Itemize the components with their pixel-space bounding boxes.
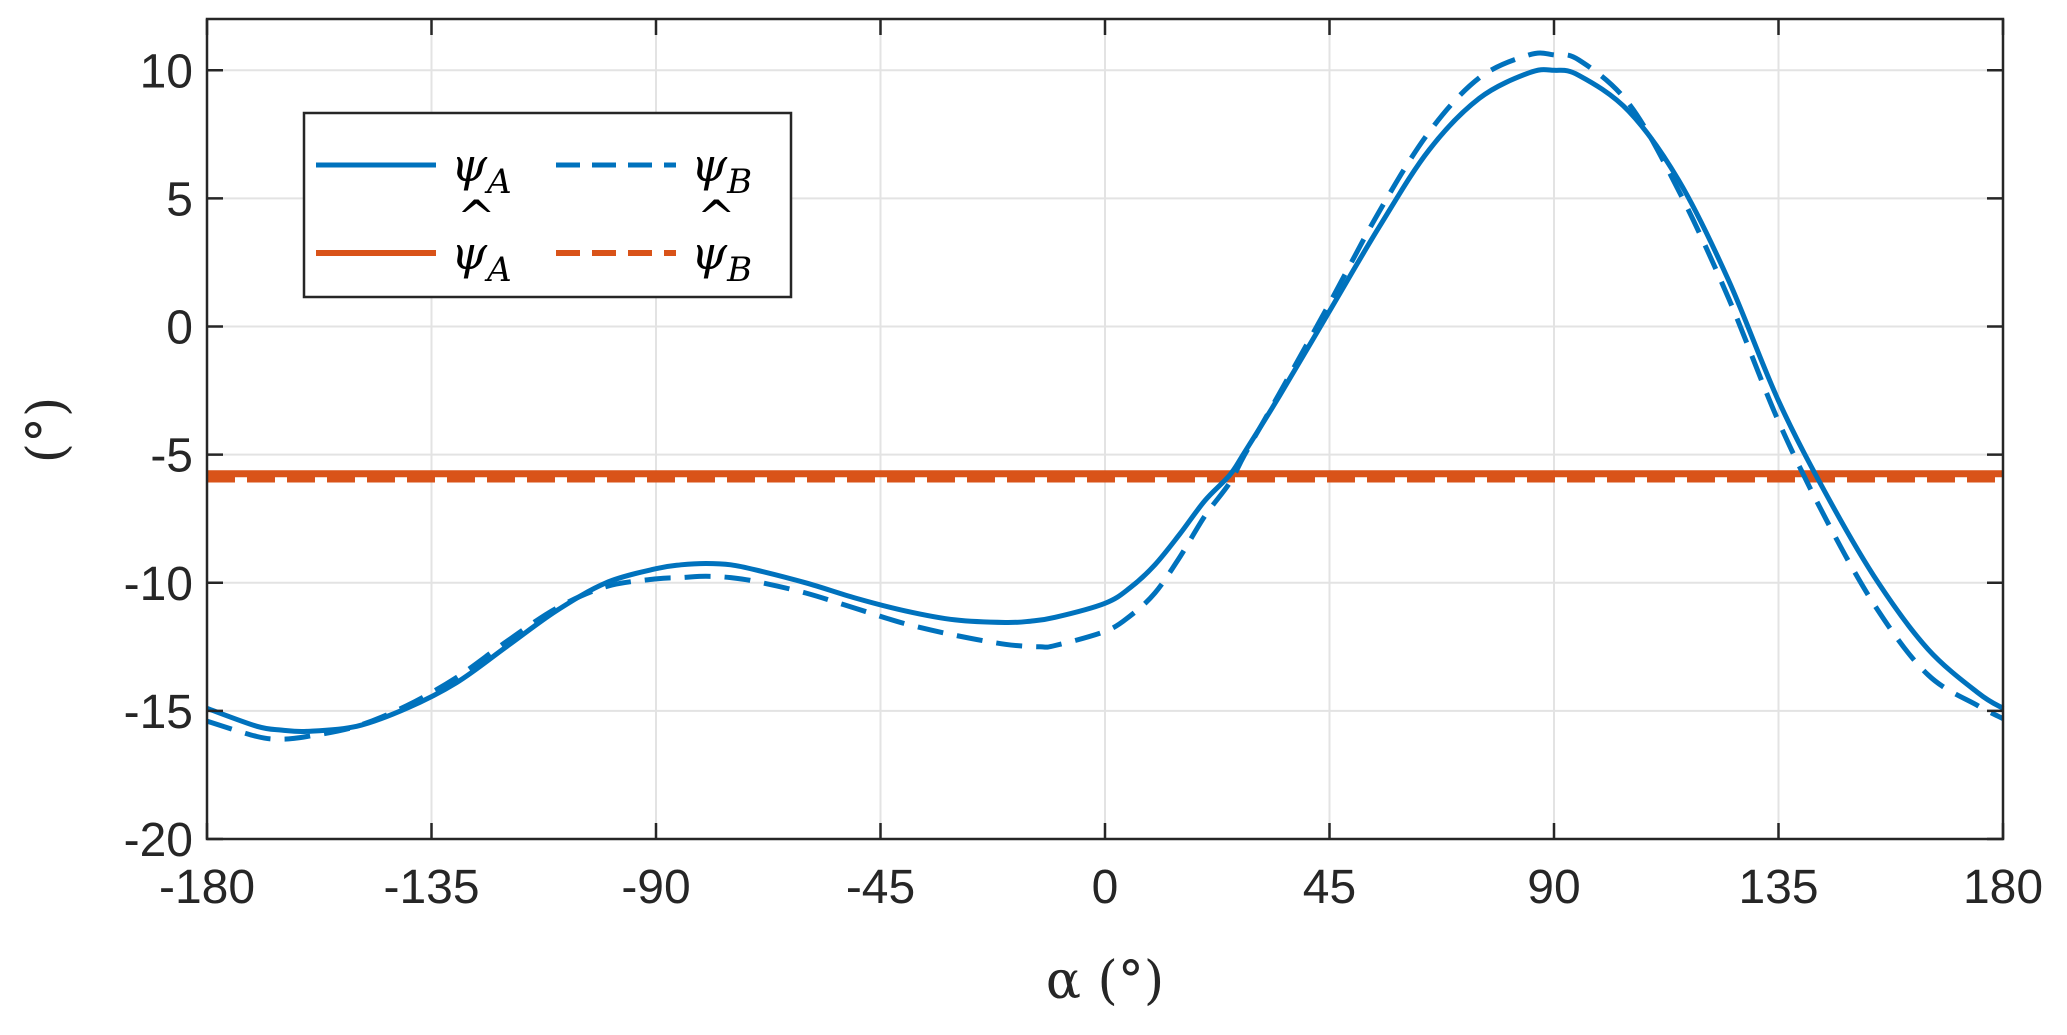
y-axis-label: (°) xyxy=(17,397,77,464)
y-tick-label: 5 xyxy=(166,173,193,226)
y-tick-label: 0 xyxy=(166,302,193,355)
legend-entry: ψA^ xyxy=(316,190,512,290)
legend-entry: ψB xyxy=(556,138,752,202)
x-tick-label: 180 xyxy=(1963,861,2043,914)
legend-box xyxy=(302,111,793,299)
x-tick-label: 45 xyxy=(1303,861,1356,914)
y-axis-ticks: -20 -15 -10 -5 0 5 10 xyxy=(124,45,2003,867)
y-tick-label: 10 xyxy=(140,45,193,98)
x-tick-label: -135 xyxy=(383,861,479,914)
x-tick-label: -180 xyxy=(159,861,255,914)
plot-series xyxy=(206,50,2005,742)
x-tick-label: -90 xyxy=(621,861,690,914)
x-axis-ticks: -180 -135 -90 -45 0 45 90 135 180 xyxy=(159,19,2043,914)
x-tick-label: 90 xyxy=(1527,861,1580,914)
y-tick-label: -10 xyxy=(124,558,193,611)
y-tick-label: -15 xyxy=(124,686,193,739)
legend-hat-accent: ^ xyxy=(697,190,736,244)
legend-entry: ψB^ xyxy=(556,190,752,290)
legend-label: ψB xyxy=(691,138,752,202)
y-tick-label: -5 xyxy=(150,430,193,483)
x-axis-label: α (°) xyxy=(1046,951,1164,1011)
y-tick-label: -20 xyxy=(124,814,193,867)
legend-label: ψA xyxy=(451,226,512,290)
x-tick-label: -45 xyxy=(846,861,915,914)
x-tick-label: 135 xyxy=(1738,861,1818,914)
legend-label: ψB xyxy=(691,226,752,290)
legend-label: ψA xyxy=(451,138,512,202)
x-tick-label: 0 xyxy=(1092,861,1119,914)
series-line-b-dashed xyxy=(206,50,2005,742)
legend-entry: ψA xyxy=(316,138,512,202)
legend-hat-accent: ^ xyxy=(457,190,496,244)
